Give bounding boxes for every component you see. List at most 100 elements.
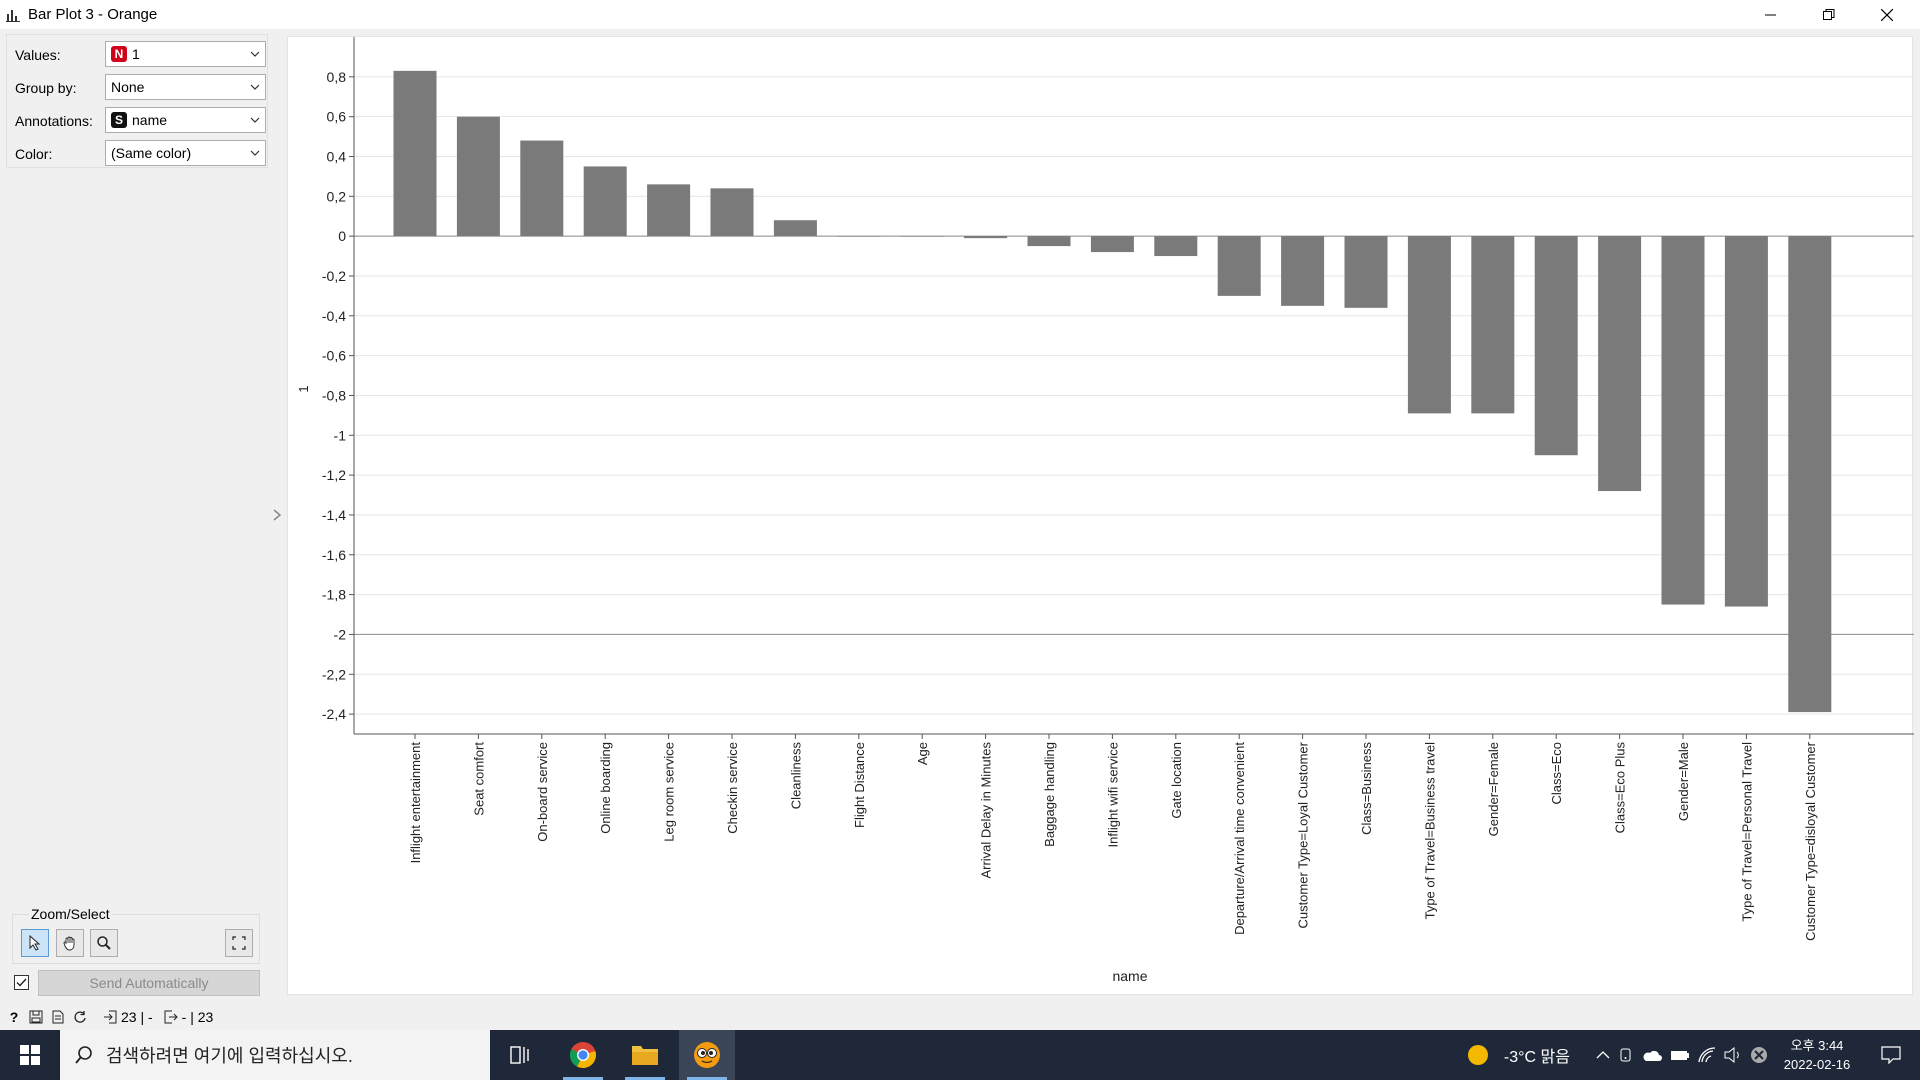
group-by-label: Group by: [15, 80, 77, 96]
bar [1090, 236, 1134, 253]
select-tool-button[interactable] [21, 929, 49, 957]
onedrive-icon[interactable] [1642, 1048, 1662, 1062]
x-tick-label: Departure/Arrival time convenient [1232, 742, 1247, 935]
clock[interactable]: 오후 3:44 2022-02-16 [1772, 1036, 1862, 1074]
bar [647, 184, 691, 237]
x-tick-label: Leg room service [662, 742, 677, 842]
bar [964, 236, 1008, 239]
controls-box: Values: N 1 Group by: None Annotations: … [6, 34, 268, 168]
y-tick-label: -1 [334, 427, 347, 443]
y-tick-label: -0,8 [322, 387, 346, 403]
y-tick-label: -1,2 [322, 467, 346, 483]
bar [1788, 236, 1832, 713]
start-button[interactable] [0, 1030, 60, 1080]
refresh-icon[interactable] [72, 1009, 88, 1025]
notifications-button[interactable] [1866, 1046, 1916, 1064]
bar-plot-area[interactable]: 0,8 0,6 0,4 0,2 0 -0,2 -0,4 -0,6 -0,8 -1 -1,2 -1,4 -… [287, 36, 1914, 995]
close-button[interactable] [1858, 0, 1916, 29]
chrome-app-button[interactable] [555, 1030, 611, 1080]
group-by-row: Group by: None [11, 74, 271, 100]
taskbar-search[interactable]: 검색하려면 여기에 입력하십시오. [60, 1030, 490, 1080]
x-tick-label: Inflight wifi service [1105, 742, 1120, 847]
search-icon [75, 1046, 92, 1064]
x-tick-label: Cleanliness [788, 742, 803, 810]
bar [1344, 236, 1388, 308]
x-tick-label: Customer Type=disloyal Customer [1803, 741, 1818, 940]
values-combo[interactable]: N 1 [105, 41, 266, 67]
x-tick-label: Class=Business [1359, 742, 1374, 835]
bar [900, 236, 944, 237]
annotations-combo[interactable]: S name [105, 107, 266, 133]
y-tick-label: -2,4 [322, 706, 346, 722]
bar [1471, 236, 1515, 414]
bar [583, 166, 627, 237]
magnifier-icon [97, 936, 111, 950]
restore-button[interactable] [1800, 0, 1858, 29]
network-icon[interactable] [1698, 1047, 1716, 1063]
chevron-down-icon [250, 51, 260, 57]
group-by-combo-value: None [111, 79, 145, 95]
output-icon [163, 1009, 179, 1025]
help-icon[interactable]: ? [9, 1009, 19, 1025]
zoom-select-label: Zoom/Select [29, 906, 112, 922]
numeric-variable-icon: N [111, 46, 127, 62]
minimize-button[interactable] [1742, 0, 1800, 29]
battery-icon[interactable] [1670, 1049, 1690, 1061]
y-tick-label: 0,2 [327, 188, 347, 204]
fit-to-view-icon [232, 936, 246, 950]
send-automatically-button[interactable]: Send Automatically [38, 970, 260, 996]
y-tick-label: -2 [334, 626, 347, 642]
weather-text: -3°C 맑음 [1503, 1049, 1570, 1066]
x-tick-label: Gender=Female [1486, 742, 1501, 836]
color-combo[interactable]: (Same color) [105, 140, 266, 166]
pointer-icon [29, 935, 41, 951]
bar [1407, 236, 1451, 414]
report-icon[interactable] [50, 1009, 66, 1025]
string-variable-icon: S [111, 112, 127, 128]
save-icon[interactable] [28, 1009, 44, 1025]
collapse-panel-icon[interactable] [271, 507, 283, 523]
y-tick-label: -1,6 [322, 547, 346, 563]
x-tick-label: Class=Eco [1549, 742, 1564, 805]
chevron-down-icon [250, 84, 260, 90]
x-tick-label: Inflight entertainment [408, 742, 423, 864]
bar [1027, 236, 1071, 247]
bar [1598, 236, 1642, 492]
restore-icon [1823, 8, 1835, 20]
orange-app-button[interactable] [679, 1030, 735, 1080]
clock-time: 오후 3:44 [1790, 1038, 1844, 1053]
weather-widget[interactable]: -3°C 맑음 [1466, 1043, 1570, 1067]
x-tick-label: Gender=Male [1676, 742, 1691, 821]
task-view-button[interactable] [492, 1030, 548, 1080]
values-combo-value: 1 [132, 46, 140, 62]
annotations-row: Annotations: S name [11, 107, 271, 133]
volume-icon[interactable] [1724, 1047, 1742, 1063]
task-view-icon [510, 1046, 529, 1064]
x-tick-label: Age [915, 742, 930, 765]
search-placeholder: 검색하려면 여기에 입력하십시오. [106, 1046, 353, 1066]
y-tick-label: -2,2 [322, 666, 346, 682]
group-by-combo[interactable]: None [105, 74, 266, 100]
ime-status-icon[interactable] [1750, 1046, 1768, 1064]
color-combo-value: (Same color) [111, 145, 192, 161]
x-tick-label: Customer Type=Loyal Customer [1296, 741, 1311, 928]
file-explorer-app-button[interactable] [617, 1030, 673, 1080]
zoom-tool-button[interactable] [90, 929, 118, 957]
y-tick-label: -0,2 [322, 268, 346, 284]
meet-now-icon[interactable] [1618, 1047, 1634, 1063]
chevron-down-icon [250, 117, 260, 123]
send-automatically-checkbox[interactable] [14, 975, 29, 990]
sun-icon [1467, 1045, 1488, 1065]
x-tick-label: Arrival Delay in Minutes [979, 742, 994, 879]
bar [393, 70, 437, 237]
reset-zoom-button[interactable] [225, 929, 253, 957]
input-count: 23 | - [121, 1009, 153, 1025]
checkmark-icon [16, 978, 27, 987]
color-row: Color: (Same color) [11, 140, 271, 166]
status-bar: ? 23 | - - | 23 [0, 1004, 290, 1030]
x-tick-label: Gate location [1169, 742, 1184, 819]
show-hidden-icons-button[interactable] [1596, 1050, 1610, 1060]
bar [1724, 236, 1768, 607]
y-tick-label: 0,4 [327, 148, 347, 164]
pan-tool-button[interactable] [56, 929, 84, 957]
